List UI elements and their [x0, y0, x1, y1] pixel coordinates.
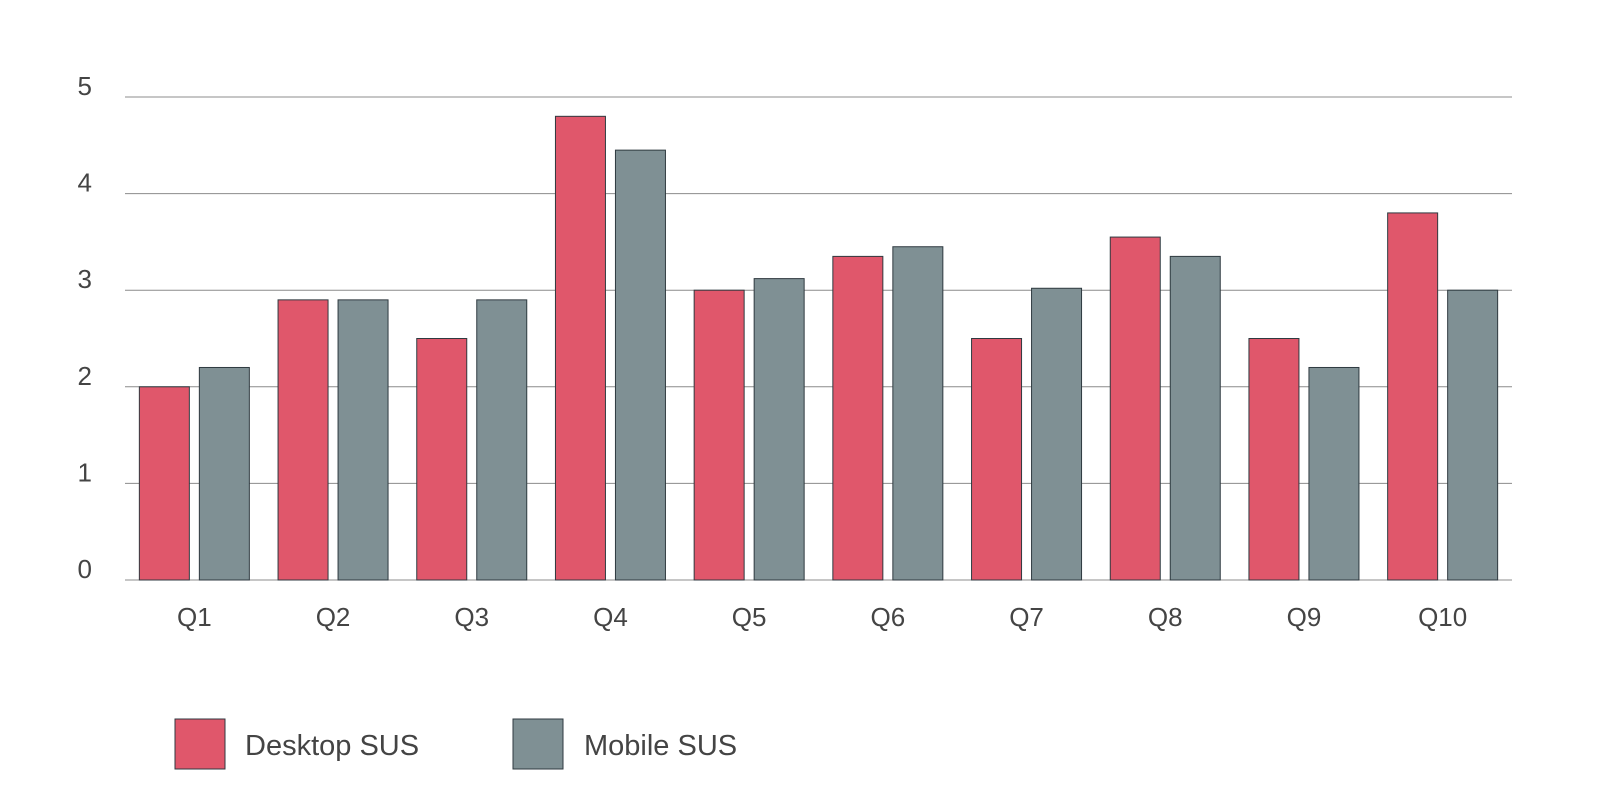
bar-q9-desktop	[1248, 338, 1300, 581]
x-tick-label: Q9	[1287, 602, 1322, 632]
y-tick-label: 0	[78, 554, 92, 584]
legend-swatch-desktop	[174, 718, 226, 770]
bar-q7-desktop	[971, 338, 1023, 581]
y-tick-label: 3	[78, 264, 92, 294]
x-tick-label: Q1	[177, 602, 212, 632]
bar-q7-mobile	[1031, 287, 1083, 581]
y-tick-label: 5	[78, 71, 92, 101]
x-tick-label: Q7	[1009, 602, 1044, 632]
bar-q3-desktop	[416, 338, 468, 581]
bar-q1-desktop	[138, 386, 190, 581]
x-tick-label: Q4	[593, 602, 628, 632]
bar-q3-mobile	[476, 299, 528, 581]
bars	[138, 115, 1499, 581]
x-tick-label: Q10	[1418, 602, 1467, 632]
bar-q8-mobile	[1169, 255, 1221, 581]
bar-q8-desktop	[1109, 236, 1161, 581]
legend-swatch-mobile	[512, 718, 564, 770]
y-axis-ticks: 0 1 2 3 4 5	[78, 71, 92, 584]
bar-q5-mobile	[753, 278, 805, 581]
x-tick-label: Q6	[871, 602, 906, 632]
bar-q4-mobile	[614, 149, 666, 581]
bar-q6-desktop	[832, 255, 884, 581]
x-tick-label: Q3	[454, 602, 489, 632]
bar-q10-desktop	[1387, 212, 1439, 581]
bar-q10-mobile	[1447, 289, 1499, 581]
legend-label-desktop: Desktop SUS	[245, 730, 419, 762]
legend-label-mobile: Mobile SUS	[584, 730, 737, 762]
x-tick-label: Q2	[316, 602, 351, 632]
x-tick-label: Q5	[732, 602, 767, 632]
x-axis-ticks: Q1 Q2 Q3 Q4 Q5 Q6 Q7 Q8 Q9 Q10	[177, 602, 1467, 632]
y-tick-label: 2	[78, 361, 92, 391]
bar-q2-mobile	[337, 299, 389, 581]
legend: Desktop SUS Mobile SUS	[174, 718, 737, 770]
y-tick-label: 4	[78, 168, 92, 198]
bar-q9-mobile	[1308, 366, 1360, 581]
bar-q4-desktop	[554, 115, 606, 581]
bar-q5-desktop	[693, 289, 745, 581]
gridlines	[125, 96, 1512, 581]
bar-q6-mobile	[892, 246, 944, 581]
y-tick-label: 1	[78, 457, 92, 487]
bar-q2-desktop	[277, 299, 329, 581]
x-tick-label: Q8	[1148, 602, 1183, 632]
bar-q1-mobile	[198, 366, 250, 581]
